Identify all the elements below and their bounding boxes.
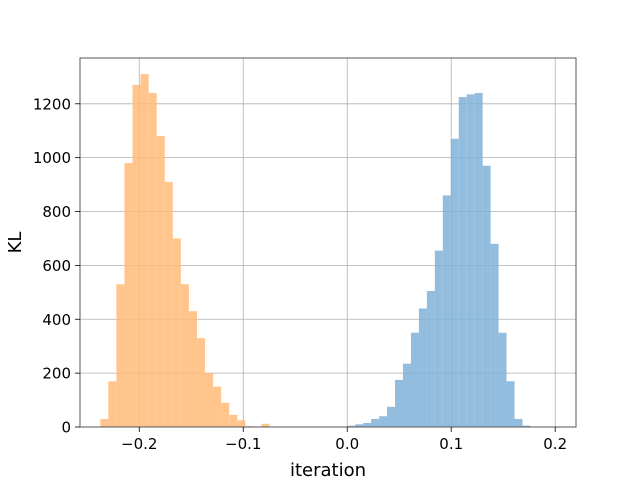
histogram-bar-series-2 xyxy=(363,422,372,427)
histogram-bar-series-2 xyxy=(442,195,451,427)
x-tick-label: 0.2 xyxy=(543,435,567,453)
histogram-bar-series-2 xyxy=(450,138,459,427)
histogram-bar-series-1 xyxy=(116,284,125,427)
histogram-bar-series-1 xyxy=(261,423,270,427)
histogram-bar-series-1 xyxy=(132,84,141,428)
histogram-bar-series-2 xyxy=(395,379,403,427)
histogram-bar-series-2 xyxy=(347,425,356,427)
histogram-bar-series-1 xyxy=(229,414,238,427)
x-tick-label: 0.0 xyxy=(335,435,359,453)
histogram-bar-series-1 xyxy=(172,238,181,427)
histogram-bar-series-2 xyxy=(498,332,507,427)
histogram-bar-series-1 xyxy=(156,136,165,427)
histogram-bar-series-2 xyxy=(482,165,491,427)
y-tick-label: 800 xyxy=(42,203,71,221)
histogram-bar-series-1 xyxy=(100,418,109,427)
histogram-bar-series-1 xyxy=(237,420,246,427)
histogram-bar-series-2 xyxy=(466,94,475,427)
histogram-bar-series-2 xyxy=(426,290,435,427)
histogram-bar-series-1 xyxy=(108,381,117,427)
histogram-bar-series-2 xyxy=(355,424,364,427)
histogram-bar-series-2 xyxy=(387,406,396,427)
histogram-bar-series-2 xyxy=(474,93,483,428)
y-tick-label: 400 xyxy=(42,311,71,329)
histogram-bar-series-2 xyxy=(410,332,419,427)
histogram-bar-series-1 xyxy=(188,311,197,427)
x-tick-label: −0.2 xyxy=(121,435,157,453)
histogram-bar-series-1 xyxy=(205,373,214,427)
histogram-bar-series-1 xyxy=(164,181,173,427)
histogram-bar-series-1 xyxy=(221,402,230,427)
histogram-bar-series-1 xyxy=(140,74,149,427)
histogram-bar-series-2 xyxy=(522,425,531,427)
histogram-bar-series-1 xyxy=(213,386,222,427)
histogram-bars xyxy=(100,74,531,428)
x-tick-label: −0.1 xyxy=(225,435,261,453)
histogram-bar-series-1 xyxy=(180,284,189,427)
histogram-bar-series-2 xyxy=(490,243,499,427)
x-axis-label: iteration xyxy=(290,460,366,480)
y-tick-label: 0 xyxy=(61,419,71,437)
x-tick-label: 0.1 xyxy=(439,435,463,453)
histogram-bar-series-2 xyxy=(514,418,523,427)
histogram-bar-series-2 xyxy=(379,416,388,427)
histogram-bar-series-2 xyxy=(371,418,380,427)
histogram-bar-series-2 xyxy=(458,97,467,427)
y-tick-label: 200 xyxy=(42,365,71,383)
histogram-bar-series-1 xyxy=(148,93,157,428)
axis-ticks: −0.2 −0.1 0.0 0.1 0.2 0 200 400 600 800 1000 1200 xyxy=(33,95,567,453)
histogram-bar-series-2 xyxy=(434,250,443,427)
histogram-bar-series-2 xyxy=(418,308,427,427)
histogram-bar-series-1 xyxy=(196,338,206,427)
plot-frame xyxy=(79,57,577,428)
y-tick-label: 600 xyxy=(42,257,71,275)
y-tick-label: 1000 xyxy=(33,149,71,167)
y-tick-label: 1200 xyxy=(33,95,71,113)
y-axis-label: KL xyxy=(5,232,26,254)
histogram-bar-series-2 xyxy=(506,381,515,427)
histogram-bar-series-1 xyxy=(124,163,133,427)
histogram-bar-series-2 xyxy=(402,363,411,427)
